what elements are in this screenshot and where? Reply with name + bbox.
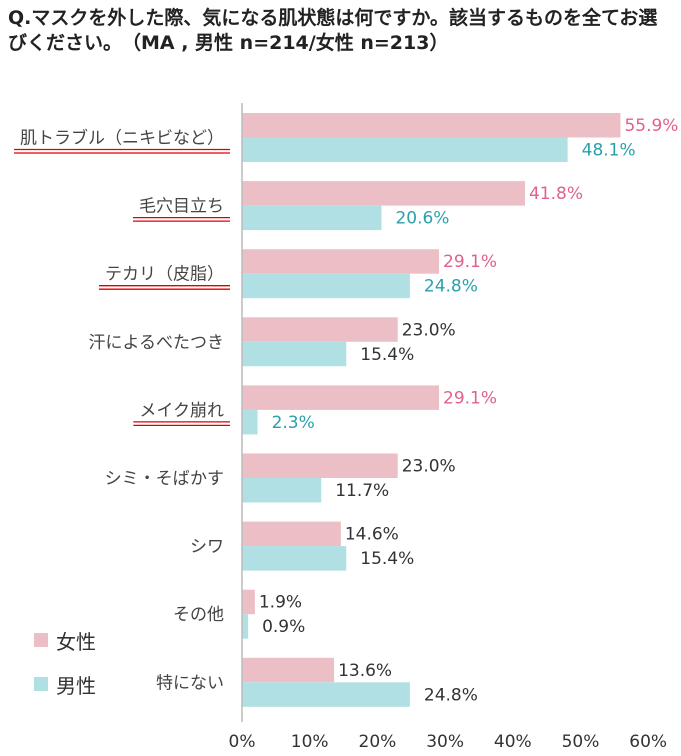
value-label-female-hada-trouble: 55.9% — [624, 116, 678, 136]
bar-male-tokuninai — [242, 682, 410, 707]
x-tick-label: 30% — [426, 732, 464, 752]
bar-female-shimi — [242, 453, 398, 478]
labels-group: 55.9% 48.1% 肌トラブル（ニキビなど） 41.8% 20.6% 毛穴目立ち 29.… — [14, 116, 678, 705]
value-label-male-make-kuzure: 2.3% — [272, 413, 315, 433]
value-label-male-shimi: 11.7% — [335, 481, 389, 501]
category-label-tokuninai: 特にない — [156, 673, 224, 693]
x-tick-label: 10% — [291, 732, 329, 752]
x-axis-ticks: 0% 10% 20% 30% 40% 50% 60% — [229, 732, 668, 752]
legend-label-female: 女性 — [56, 629, 96, 654]
x-tick-label: 20% — [359, 732, 397, 752]
value-label-female-sonota: 1.9% — [259, 593, 302, 613]
value-label-male-keana: 20.6% — [395, 209, 449, 229]
value-label-male-sonota: 0.9% — [262, 617, 305, 637]
bar-male-ase — [242, 341, 347, 367]
category-label-keana: 毛穴目立ち — [139, 197, 224, 217]
category-label-tekari: テカリ（皮脂） — [105, 265, 224, 285]
value-label-male-shiwa: 15.4% — [360, 549, 414, 569]
legend: 女性 男性 — [34, 618, 96, 706]
bars-group — [242, 113, 621, 707]
x-tick-label: 50% — [562, 732, 600, 752]
value-label-female-keana: 41.8% — [529, 184, 583, 204]
legend-item-male: 男性 — [34, 662, 96, 706]
x-tick-label: 40% — [494, 732, 532, 752]
legend-swatch-female — [34, 633, 48, 647]
bar-male-keana — [242, 205, 382, 231]
bar-male-sonota — [242, 614, 249, 639]
value-label-female-shimi: 23.0% — [402, 457, 456, 477]
category-label-make-kuzure: メイク崩れ — [139, 401, 224, 421]
bar-female-tokuninai — [242, 657, 335, 683]
bar-male-hada-trouble — [242, 137, 568, 162]
bar-male-make-kuzure — [242, 409, 258, 435]
category-label-hada-trouble: 肌トラブル（ニキビなど） — [20, 128, 224, 149]
value-label-female-ase: 23.0% — [402, 320, 456, 340]
value-label-female-tokuninai: 13.6% — [338, 661, 392, 681]
legend-label-male: 男性 — [56, 673, 96, 698]
bar-female-keana — [242, 181, 525, 206]
bar-male-shimi — [242, 478, 322, 503]
category-label-sonota: その他 — [173, 605, 224, 625]
legend-swatch-male — [34, 677, 48, 691]
value-label-female-make-kuzure: 29.1% — [443, 388, 497, 408]
bar-female-ase — [242, 317, 398, 342]
bar-female-tekari — [242, 249, 440, 274]
bar-female-make-kuzure — [242, 385, 440, 410]
value-label-male-ase: 15.4% — [360, 345, 414, 365]
bar-female-hada-trouble — [242, 113, 621, 138]
value-label-female-tekari: 29.1% — [443, 252, 497, 272]
x-tick-label: 60% — [629, 732, 667, 752]
value-label-male-hada-trouble: 48.1% — [582, 141, 636, 161]
legend-item-female: 女性 — [34, 618, 96, 662]
bar-female-sonota — [242, 589, 255, 615]
value-label-female-shiwa: 14.6% — [345, 525, 399, 545]
category-label-shimi: シミ・そばかす — [105, 469, 224, 489]
category-label-shiwa: シワ — [190, 537, 224, 557]
value-label-male-tokuninai: 24.8% — [424, 685, 478, 705]
bar-male-shiwa — [242, 546, 347, 571]
bar-male-tekari — [242, 273, 410, 299]
bar-female-shiwa — [242, 521, 341, 547]
chart-question-title: Q.マスクを外した際、気になる肌状態は何ですか。該当するものを全てお選びください… — [8, 7, 658, 54]
x-tick-label: 0% — [229, 732, 256, 752]
category-label-ase: 汗によるべたつき — [89, 333, 225, 353]
value-label-male-tekari: 24.8% — [424, 277, 478, 297]
